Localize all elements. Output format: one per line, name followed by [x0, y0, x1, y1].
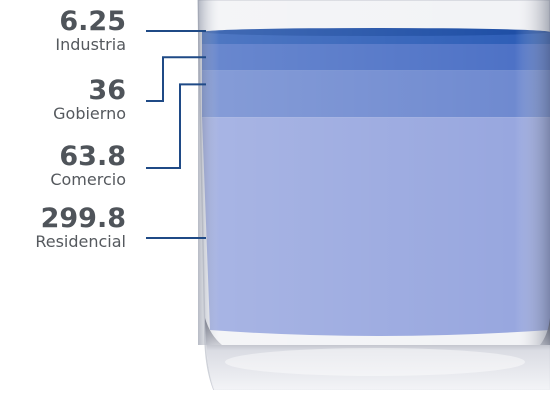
leader-line-comercio	[146, 83, 206, 169]
category-label: Comercio	[50, 170, 126, 189]
leader-line-gobierno	[146, 56, 206, 102]
leader-lines	[146, 30, 206, 239]
value-label: 36	[88, 75, 126, 106]
category-label: Industria	[55, 35, 126, 54]
label-residencial: 299.8 Residencial	[35, 205, 126, 251]
value-label: 6.25	[59, 6, 126, 37]
value-label: 63.8	[59, 141, 126, 172]
label-comercio: 63.8 Comercio	[50, 143, 126, 189]
category-label: Gobierno	[53, 104, 126, 123]
category-label: Residencial	[35, 232, 126, 251]
glass-base	[205, 318, 550, 390]
label-gobierno: 36 Gobierno	[53, 77, 126, 123]
label-industria: 6.25 Industria	[55, 8, 126, 54]
glass-wall-shading	[198, 0, 550, 345]
glass-base-highlight	[225, 348, 525, 376]
value-label: 299.8	[40, 203, 126, 234]
